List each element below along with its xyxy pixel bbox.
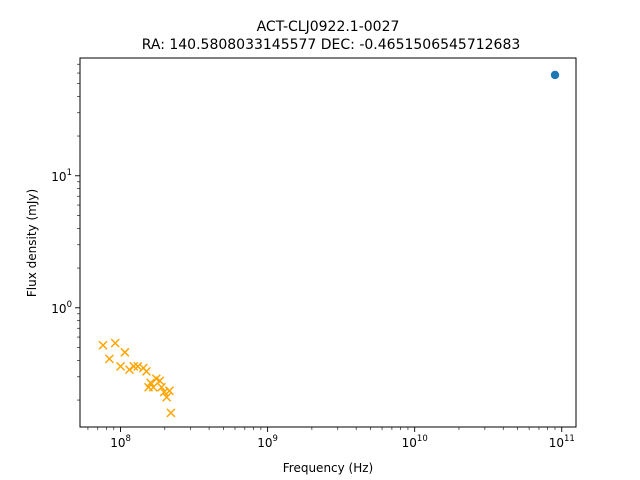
data-point (550, 70, 560, 80)
plot-area (80, 58, 576, 427)
data-point (162, 392, 172, 402)
chart-title: ACT-CLJ0922.1-0027 (257, 19, 400, 35)
x-tick-label: 1011 (549, 434, 575, 450)
y-tick-label: 101 (51, 168, 72, 184)
chart-subtitle: RA: 140.5808033145577 DEC: -0.4651506545… (142, 37, 521, 53)
series-0 (550, 70, 560, 80)
data-point (155, 376, 165, 386)
data-point (159, 387, 169, 397)
data-point (141, 366, 151, 376)
data-point (157, 382, 167, 392)
series-1 (98, 338, 176, 418)
data-point (146, 378, 156, 388)
plot-background (80, 58, 576, 427)
x-tick-label: 108 (110, 434, 131, 450)
data-point (116, 361, 126, 371)
data-point (104, 354, 114, 364)
data-point (120, 347, 130, 357)
data-marks (98, 70, 560, 418)
y-tick-label: 100 (51, 300, 72, 316)
y-axis-label: Flux density (mJy) (25, 189, 39, 297)
axis-ticks: 108 109 1010 1011 100 101 (51, 63, 575, 450)
data-point (133, 361, 143, 371)
data-point (129, 361, 139, 371)
x-tick-label: 1010 (402, 434, 428, 450)
x-axis-label: Frequency (Hz) (283, 461, 374, 475)
data-point (166, 408, 176, 418)
data-point (164, 386, 174, 396)
data-point (98, 340, 108, 350)
x-tick-label: 109 (257, 434, 278, 450)
data-point (110, 338, 120, 348)
plot-frame (79, 57, 577, 428)
